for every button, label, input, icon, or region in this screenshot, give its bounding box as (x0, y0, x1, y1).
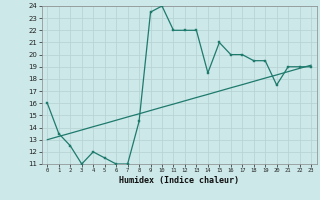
X-axis label: Humidex (Indice chaleur): Humidex (Indice chaleur) (119, 176, 239, 185)
